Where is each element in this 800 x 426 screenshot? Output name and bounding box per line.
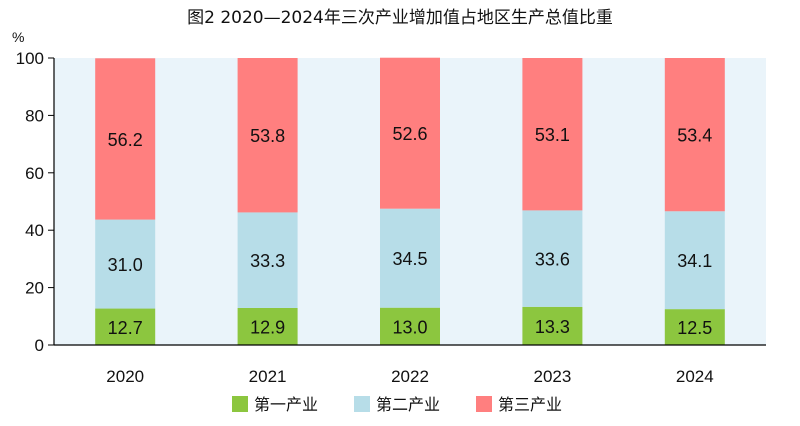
bar-value-label: 12.5	[677, 318, 712, 338]
x-tick-label: 2021	[249, 367, 287, 386]
bar-segment	[95, 58, 156, 220]
y-tick-label: 60	[25, 164, 44, 183]
legend-label: 第三产业	[498, 395, 562, 414]
x-tick-label: 2020	[106, 367, 144, 386]
bar-value-label: 34.5	[392, 249, 427, 269]
bar-value-label: 33.3	[250, 251, 285, 271]
bar-value-label: 12.7	[108, 318, 143, 338]
legend-swatch	[232, 396, 248, 412]
bar-segment	[664, 58, 725, 212]
bars: 12.7 31.0 56.2 12.9 33.3 53.8 13.0 34.5 52.6 13.3…	[95, 57, 725, 345]
bar-segment	[522, 58, 583, 211]
legend-label: 第二产业	[376, 395, 440, 414]
y-tick-label: 20	[25, 279, 44, 298]
bar-segment	[237, 212, 298, 308]
bar-value-label: 34.1	[677, 251, 712, 271]
y-tick-label: 80	[25, 106, 44, 125]
bar-value-label: 33.6	[535, 250, 570, 270]
y-tick-label: 0	[35, 336, 44, 355]
bar-segment	[522, 306, 583, 345]
bar-segment	[664, 211, 725, 310]
y-tick-label: 40	[25, 221, 44, 240]
x-tick-label: 2023	[533, 367, 571, 386]
y-axis: 0 20 40 60 80 100	[16, 49, 55, 355]
bar-value-label: 53.4	[677, 126, 712, 146]
bar-segment	[522, 210, 583, 307]
bar-value-label: 53.1	[535, 125, 570, 145]
y-axis-unit: %	[12, 29, 24, 45]
bar-segment	[380, 208, 440, 308]
bar-value-label: 31.0	[108, 255, 143, 275]
bar-segment	[664, 309, 725, 345]
bar-segment	[380, 307, 440, 345]
bar-value-label: 52.6	[392, 124, 427, 144]
x-tick-label: 2022	[391, 367, 429, 386]
legend-swatch	[354, 396, 370, 412]
y-tick-label: 100	[16, 49, 44, 68]
bar-segment	[95, 219, 156, 309]
legend-swatch	[476, 396, 492, 412]
bar-value-label: 12.9	[250, 317, 285, 337]
bar-value-label: 13.3	[535, 317, 570, 337]
bar-segment	[237, 58, 298, 213]
bar-segment	[237, 307, 298, 345]
legend: 第一产业 第二产业 第三产业	[232, 395, 562, 414]
legend-label: 第一产业	[254, 395, 318, 414]
x-axis: 2020 2021 2022 2023 2024	[54, 344, 766, 386]
bar-value-label: 53.8	[250, 126, 285, 146]
bar-value-label: 13.0	[392, 317, 427, 337]
chart-title: 图2 2020—2024年三次产业增加值占地区生产总值比重	[187, 8, 613, 28]
bar-value-label: 56.2	[108, 130, 143, 150]
bar-segment	[95, 308, 156, 345]
x-tick-label: 2024	[676, 367, 714, 386]
bar-segment	[380, 57, 440, 209]
